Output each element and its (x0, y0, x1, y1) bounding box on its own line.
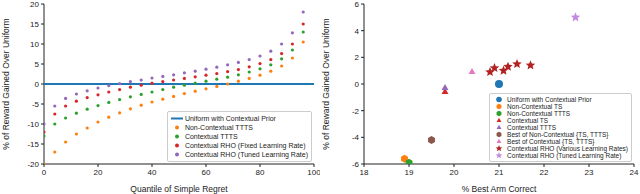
html-text:Contextual RHO (Fixed Learning: Contextual RHO (Fixed Learning Rate) (184, 142, 306, 149)
html-text:Contextual TS: Contextual TS (507, 117, 549, 124)
svg-text:-2: -2 (352, 107, 360, 116)
svg-text:6: 6 (355, 0, 360, 9)
svg-text:60: 60 (202, 168, 211, 177)
svg-text:21: 21 (495, 168, 504, 177)
svg-text:% Best Arm Correct: % Best Arm Correct (462, 184, 537, 194)
html-text:Uniform with Contextual Prior: Uniform with Contextual Prior (184, 115, 276, 122)
svg-text:-20: -20 (27, 160, 39, 169)
svg-text:0: 0 (355, 80, 360, 89)
svg-text:0: 0 (42, 168, 47, 177)
svg-text:% of Reward Gained Over Unifor: % of Reward Gained Over Uniform (8, 18, 11, 149)
html-text:Contextual RHO (Tuned Learning: Contextual RHO (Tuned Learning Rate) (184, 151, 308, 158)
html-text:Contextual TTTS: Contextual TTTS (184, 133, 238, 140)
svg-text:0: 0 (35, 80, 40, 89)
svg-text:-10: -10 (27, 120, 39, 129)
svg-text:18: 18 (360, 168, 369, 177)
html-text:Contextual RHO (Various Learni: Contextual RHO (Various Learning Rates) (507, 145, 628, 152)
html-text:Uniform with Contextual Prior: Uniform with Contextual Prior (507, 96, 592, 103)
svg-text:10: 10 (30, 40, 39, 49)
svg-text:-15: -15 (27, 140, 39, 149)
svg-text:-6: -6 (352, 160, 360, 169)
html-text:Non-Contextual TTTS: Non-Contextual TTTS (507, 110, 571, 117)
svg-text:4: 4 (355, 27, 360, 36)
svg-text:100: 100 (307, 168, 320, 177)
svg-text:15: 15 (30, 20, 39, 29)
svg-text:2: 2 (355, 53, 360, 62)
svg-text:24: 24 (630, 168, 632, 177)
svg-text:-4: -4 (352, 133, 360, 142)
svg-text:80: 80 (256, 168, 265, 177)
html-text:Best of Non-Contextual {TS, TT: Best of Non-Contextual {TS, TTTS} (507, 131, 609, 138)
html-text:Non-Contextual TTTS: Non-Contextual TTTS (184, 124, 253, 131)
svg-text:5: 5 (35, 60, 40, 69)
svg-text:22: 22 (540, 168, 549, 177)
svg-text:Quantile of Simple Regret: Quantile of Simple Regret (130, 184, 228, 194)
svg-text:% of Reward Gained Over Unifor: % of Reward Gained Over Uniform (321, 18, 331, 149)
svg-text:20: 20 (94, 168, 103, 177)
html-text:Non-Contextual TS: Non-Contextual TS (507, 103, 563, 110)
svg-text:23: 23 (585, 168, 594, 177)
html-text:Contextual RHO (Tuned Learning: Contextual RHO (Tuned Learning Rate) (507, 152, 622, 159)
svg-text:19: 19 (405, 168, 414, 177)
html-text:Best of Contextual {TS, TTTS}: Best of Contextual {TS, TTTS} (507, 138, 595, 145)
svg-text:20: 20 (30, 0, 39, 9)
svg-text:40: 40 (148, 168, 157, 177)
svg-text:20: 20 (450, 168, 459, 177)
html-text:Contextual TTTS: Contextual TTTS (507, 124, 557, 131)
svg-text:-5: -5 (32, 100, 40, 109)
